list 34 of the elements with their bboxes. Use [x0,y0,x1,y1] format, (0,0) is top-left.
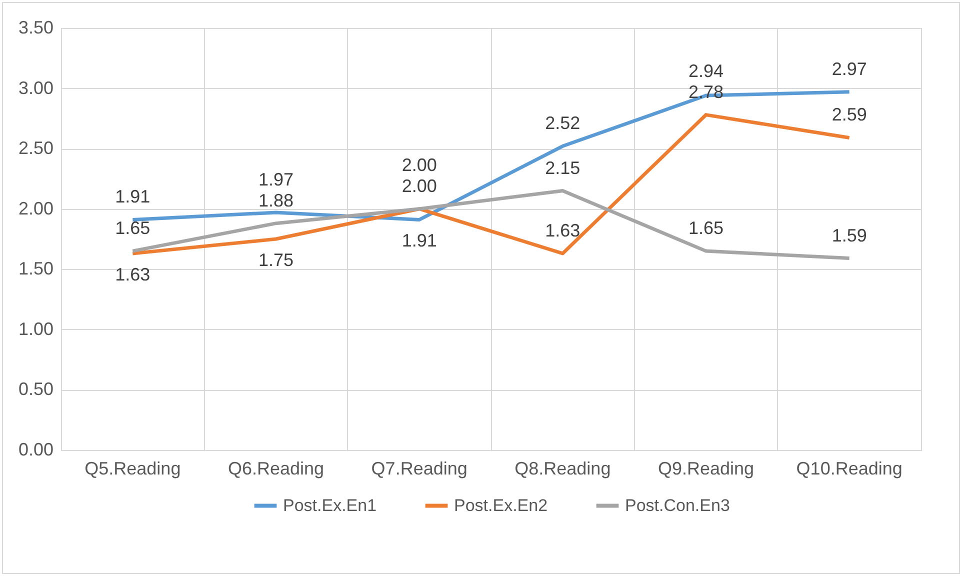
data-label: 2.97 [832,58,867,79]
x-tick-label: Q7.Reading [371,458,468,478]
data-label: 2.00 [402,154,437,175]
x-tick-label: Q10.Reading [796,458,902,478]
y-tick-label: 0.50 [18,379,54,400]
y-tick-label: 1.50 [18,258,54,279]
data-label: 1.65 [115,218,150,238]
y-tick-label: 2.50 [18,138,54,158]
y-tick-label: 3.00 [18,78,54,98]
data-label: 1.88 [258,190,294,210]
data-label: 1.97 [258,169,294,190]
legend-label: Post.Ex.En1 [283,496,377,515]
data-label: 2.52 [545,113,580,134]
data-label: 1.91 [115,186,150,207]
x-tick-label: Q9.Reading [658,458,754,478]
x-tick-label: Q5.Reading [84,458,181,478]
y-tick-label: 3.50 [18,18,54,38]
y-tick-label: 0.00 [18,440,54,460]
data-label: 2.15 [545,158,580,178]
data-label: 2.00 [402,176,437,196]
data-label: 1.91 [402,230,437,251]
x-tick-label: Q6.Reading [228,458,324,478]
legend-label: Post.Con.En3 [625,496,730,515]
data-label: 2.59 [832,104,867,125]
y-tick-label: 1.00 [18,318,54,339]
legend-label: Post.Ex.En2 [454,496,548,515]
data-label: 1.59 [832,225,867,246]
x-tick-label: Q8.Reading [514,458,611,478]
data-label: 1.65 [688,218,724,238]
y-tick-label: 2.00 [18,198,54,218]
data-label: 2.94 [688,60,724,81]
data-label: 1.63 [115,264,150,284]
data-label: 1.75 [258,250,294,270]
data-label: 1.63 [545,220,580,240]
